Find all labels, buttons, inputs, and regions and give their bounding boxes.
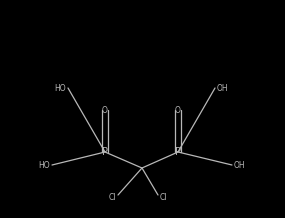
Text: Cl: Cl [160,192,168,201]
Text: HO: HO [38,160,50,170]
Text: O: O [175,106,181,114]
Text: P: P [102,147,108,157]
Text: HO: HO [54,83,66,92]
Text: O: O [102,106,108,114]
Text: P: P [175,147,181,157]
Text: Cl: Cl [109,192,116,201]
Text: OH: OH [234,160,246,170]
Text: OH: OH [217,83,229,92]
